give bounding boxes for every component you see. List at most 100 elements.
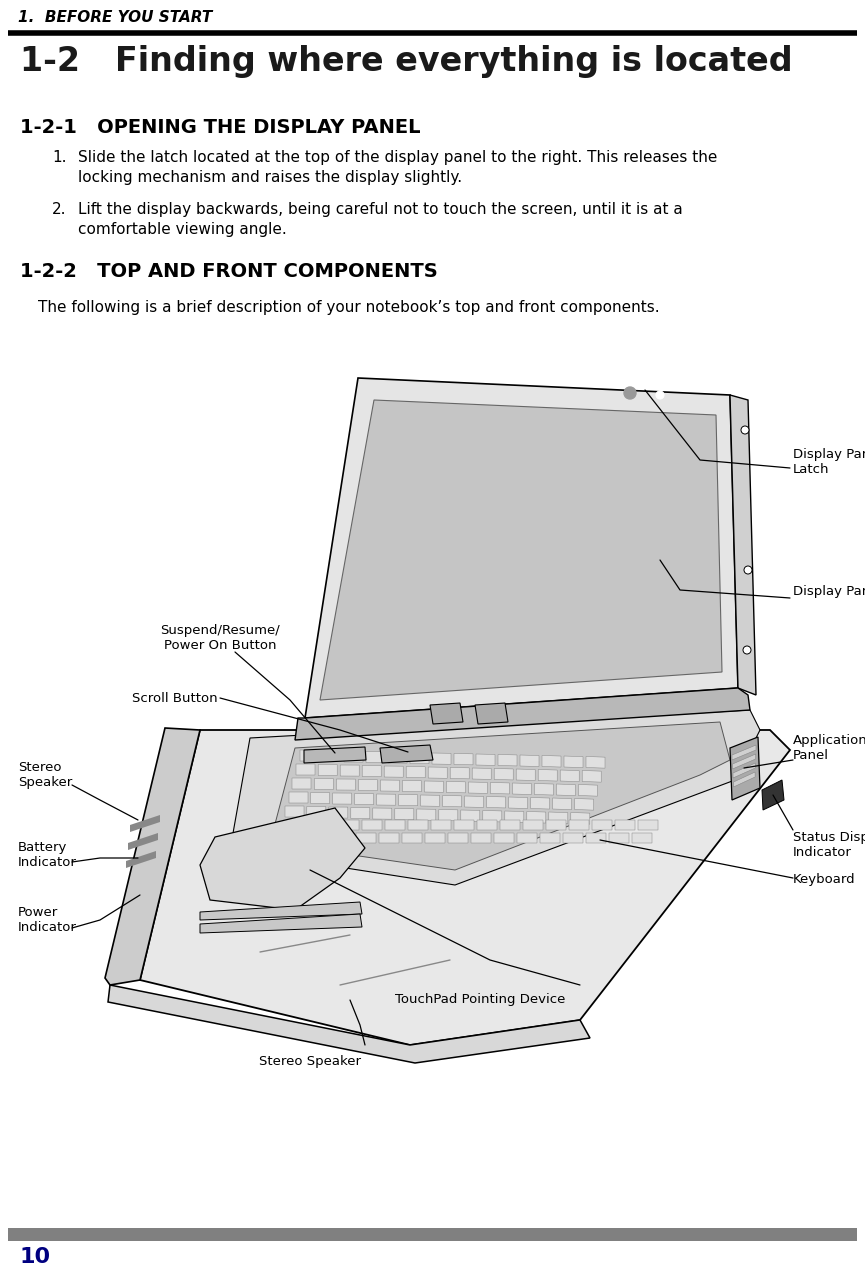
Text: comfortable viewing angle.: comfortable viewing angle. (78, 222, 287, 237)
Polygon shape (465, 796, 484, 807)
Polygon shape (469, 782, 487, 793)
Polygon shape (734, 772, 755, 787)
Polygon shape (476, 754, 495, 765)
Polygon shape (487, 797, 506, 808)
Text: locking mechanism and raises the display slightly.: locking mechanism and raises the display… (78, 170, 462, 185)
Polygon shape (296, 764, 315, 775)
Polygon shape (450, 768, 469, 779)
Polygon shape (439, 810, 458, 821)
Polygon shape (454, 820, 474, 830)
Polygon shape (388, 753, 407, 763)
Polygon shape (494, 769, 513, 780)
Polygon shape (285, 806, 304, 817)
Text: 1.  BEFORE YOU START: 1. BEFORE YOU START (18, 10, 212, 25)
Polygon shape (384, 766, 403, 777)
Polygon shape (399, 794, 418, 806)
Polygon shape (311, 793, 330, 803)
Polygon shape (530, 797, 549, 810)
Polygon shape (498, 755, 517, 766)
Polygon shape (553, 798, 572, 810)
Polygon shape (538, 769, 557, 780)
Polygon shape (140, 730, 790, 1044)
Polygon shape (564, 756, 583, 768)
Polygon shape (732, 745, 756, 760)
Polygon shape (200, 902, 362, 920)
Polygon shape (376, 794, 395, 806)
Text: Status Display
Indicator: Status Display Indicator (793, 831, 865, 859)
Polygon shape (128, 832, 158, 850)
Polygon shape (631, 832, 651, 843)
Polygon shape (586, 832, 605, 843)
Text: Power
Indicator: Power Indicator (18, 906, 77, 934)
Polygon shape (471, 832, 490, 843)
Polygon shape (516, 832, 536, 843)
Polygon shape (108, 985, 590, 1063)
Text: The following is a brief description of your notebook’s top and front components: The following is a brief description of … (38, 299, 660, 315)
Polygon shape (336, 779, 356, 791)
Polygon shape (556, 784, 575, 796)
Text: 1.: 1. (52, 150, 67, 165)
Polygon shape (548, 812, 567, 824)
Polygon shape (430, 703, 463, 725)
Polygon shape (509, 797, 528, 808)
Polygon shape (563, 832, 583, 843)
Polygon shape (295, 688, 750, 740)
Circle shape (744, 566, 752, 574)
Polygon shape (523, 820, 543, 830)
Polygon shape (305, 378, 738, 718)
Text: Stereo
Speaker: Stereo Speaker (18, 761, 73, 789)
Polygon shape (448, 832, 468, 843)
Polygon shape (527, 811, 546, 824)
Polygon shape (638, 820, 658, 830)
Polygon shape (516, 769, 535, 780)
Text: 1-2-1   OPENING THE DISPLAY PANEL: 1-2-1 OPENING THE DISPLAY PANEL (20, 118, 420, 137)
Text: 2.: 2. (52, 202, 67, 217)
Text: Application
Panel: Application Panel (793, 733, 865, 761)
Bar (8, 1228, 857, 1241)
Polygon shape (339, 820, 359, 830)
Polygon shape (574, 798, 593, 810)
Polygon shape (609, 832, 629, 843)
Polygon shape (540, 832, 560, 843)
Polygon shape (500, 820, 520, 830)
Polygon shape (322, 750, 341, 761)
Polygon shape (304, 747, 366, 763)
Polygon shape (407, 766, 426, 778)
Polygon shape (475, 703, 508, 725)
Polygon shape (432, 753, 451, 764)
Polygon shape (505, 811, 524, 822)
Polygon shape (472, 768, 491, 779)
Polygon shape (351, 807, 370, 819)
Polygon shape (490, 783, 509, 794)
Polygon shape (443, 796, 462, 807)
Text: Keyboard: Keyboard (793, 873, 855, 887)
Polygon shape (310, 832, 330, 843)
Polygon shape (730, 737, 760, 799)
Polygon shape (314, 778, 333, 789)
Circle shape (741, 426, 749, 434)
Polygon shape (579, 784, 598, 796)
Polygon shape (385, 820, 405, 830)
Polygon shape (286, 832, 307, 843)
Circle shape (656, 391, 664, 398)
Polygon shape (200, 914, 362, 933)
Polygon shape (358, 779, 377, 791)
Polygon shape (730, 395, 756, 695)
Polygon shape (230, 709, 760, 884)
Polygon shape (316, 820, 336, 830)
Text: Display Panel
Latch: Display Panel Latch (793, 448, 865, 476)
Polygon shape (200, 808, 365, 910)
Polygon shape (592, 820, 612, 830)
Polygon shape (446, 782, 465, 793)
Polygon shape (307, 807, 326, 817)
Circle shape (743, 646, 751, 654)
Text: Suspend/Resume/
Power On Button: Suspend/Resume/ Power On Button (160, 624, 280, 652)
Polygon shape (454, 754, 473, 765)
Polygon shape (289, 792, 308, 803)
Polygon shape (561, 770, 580, 782)
Polygon shape (733, 763, 755, 778)
Polygon shape (373, 808, 392, 820)
Polygon shape (762, 780, 784, 810)
Polygon shape (270, 722, 730, 871)
Polygon shape (402, 780, 421, 792)
